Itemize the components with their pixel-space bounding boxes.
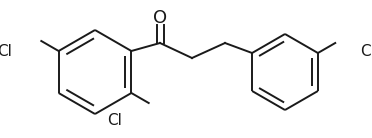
Text: Cl: Cl: [360, 44, 372, 59]
Text: Cl: Cl: [108, 113, 122, 128]
Text: O: O: [153, 9, 167, 27]
Text: Cl: Cl: [0, 44, 12, 59]
